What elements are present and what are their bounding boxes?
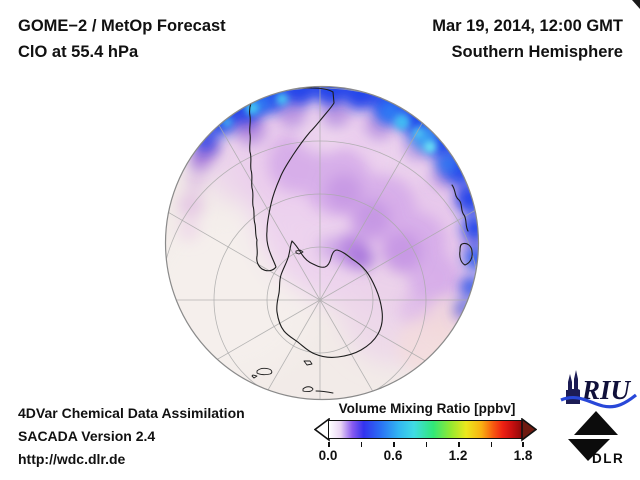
url-label: http://wdc.dlr.de: [18, 451, 126, 467]
globe-limb: [164, 85, 480, 401]
colorbar-over-arrow: [521, 418, 537, 442]
species-level: ClO at 55.4 hPa: [18, 43, 139, 61]
colorbar-minor-tick: [425, 442, 428, 447]
coast-antarctica: [276, 240, 383, 358]
colorbar-gradient: [328, 420, 523, 439]
version-label: SACADA Version 2.4: [18, 428, 156, 444]
colorbar-minor-tick: [393, 442, 395, 447]
corner-mark: [632, 0, 640, 9]
colorbar-minor-tick: [458, 442, 460, 447]
product-title: GOME−2 / MetOp Forecast: [18, 17, 226, 35]
dlr-logo-text: DLR: [592, 451, 624, 466]
assimilation-label: 4DVar Chemical Data Assimilation: [18, 405, 245, 421]
header-left: GOME−2 / MetOp Forecast ClO at 55.4 hPa: [18, 13, 226, 65]
coast-australia-limb: [451, 184, 469, 232]
colorbar-minor-tick: [360, 442, 363, 447]
coast-nz-islands: [251, 360, 334, 394]
dlr-logo: DLR: [568, 411, 624, 466]
colorbar-label-1: 0.6: [383, 448, 403, 463]
dlr-star-icon: [568, 411, 618, 461]
coastlines: [249, 87, 473, 394]
colorbar-minor-tick: [490, 442, 493, 447]
colorbar-label-2: 1.2: [448, 448, 468, 463]
colorbar-minor-tick: [522, 442, 524, 447]
footer-left: 4DVar Chemical Data Assimilation SACADA …: [18, 402, 245, 471]
colorbar-title: Volume Mixing Ratio [ppbv]: [338, 401, 516, 416]
datetime-label: Mar 19, 2014, 12:00 GMT: [432, 17, 623, 35]
colorbar: Volume Mixing Ratio [ppbv] 0.0 0.6 1.2 1…: [314, 401, 539, 471]
hemisphere-label: Southern Hemisphere: [451, 43, 623, 61]
riu-wave-icon: [560, 393, 637, 409]
colorbar-label-0: 0.0: [318, 448, 338, 463]
header-right: Mar 19, 2014, 12:00 GMT Southern Hemisph…: [432, 13, 623, 65]
colorbar-minor-tick: [328, 442, 330, 447]
riu-logo: RIU: [560, 370, 637, 409]
cathedral-icon: [566, 370, 580, 404]
coast-island-right: [459, 242, 473, 266]
colorbar-label-3: 1.8: [513, 448, 533, 463]
coast-south-america: [249, 87, 335, 272]
